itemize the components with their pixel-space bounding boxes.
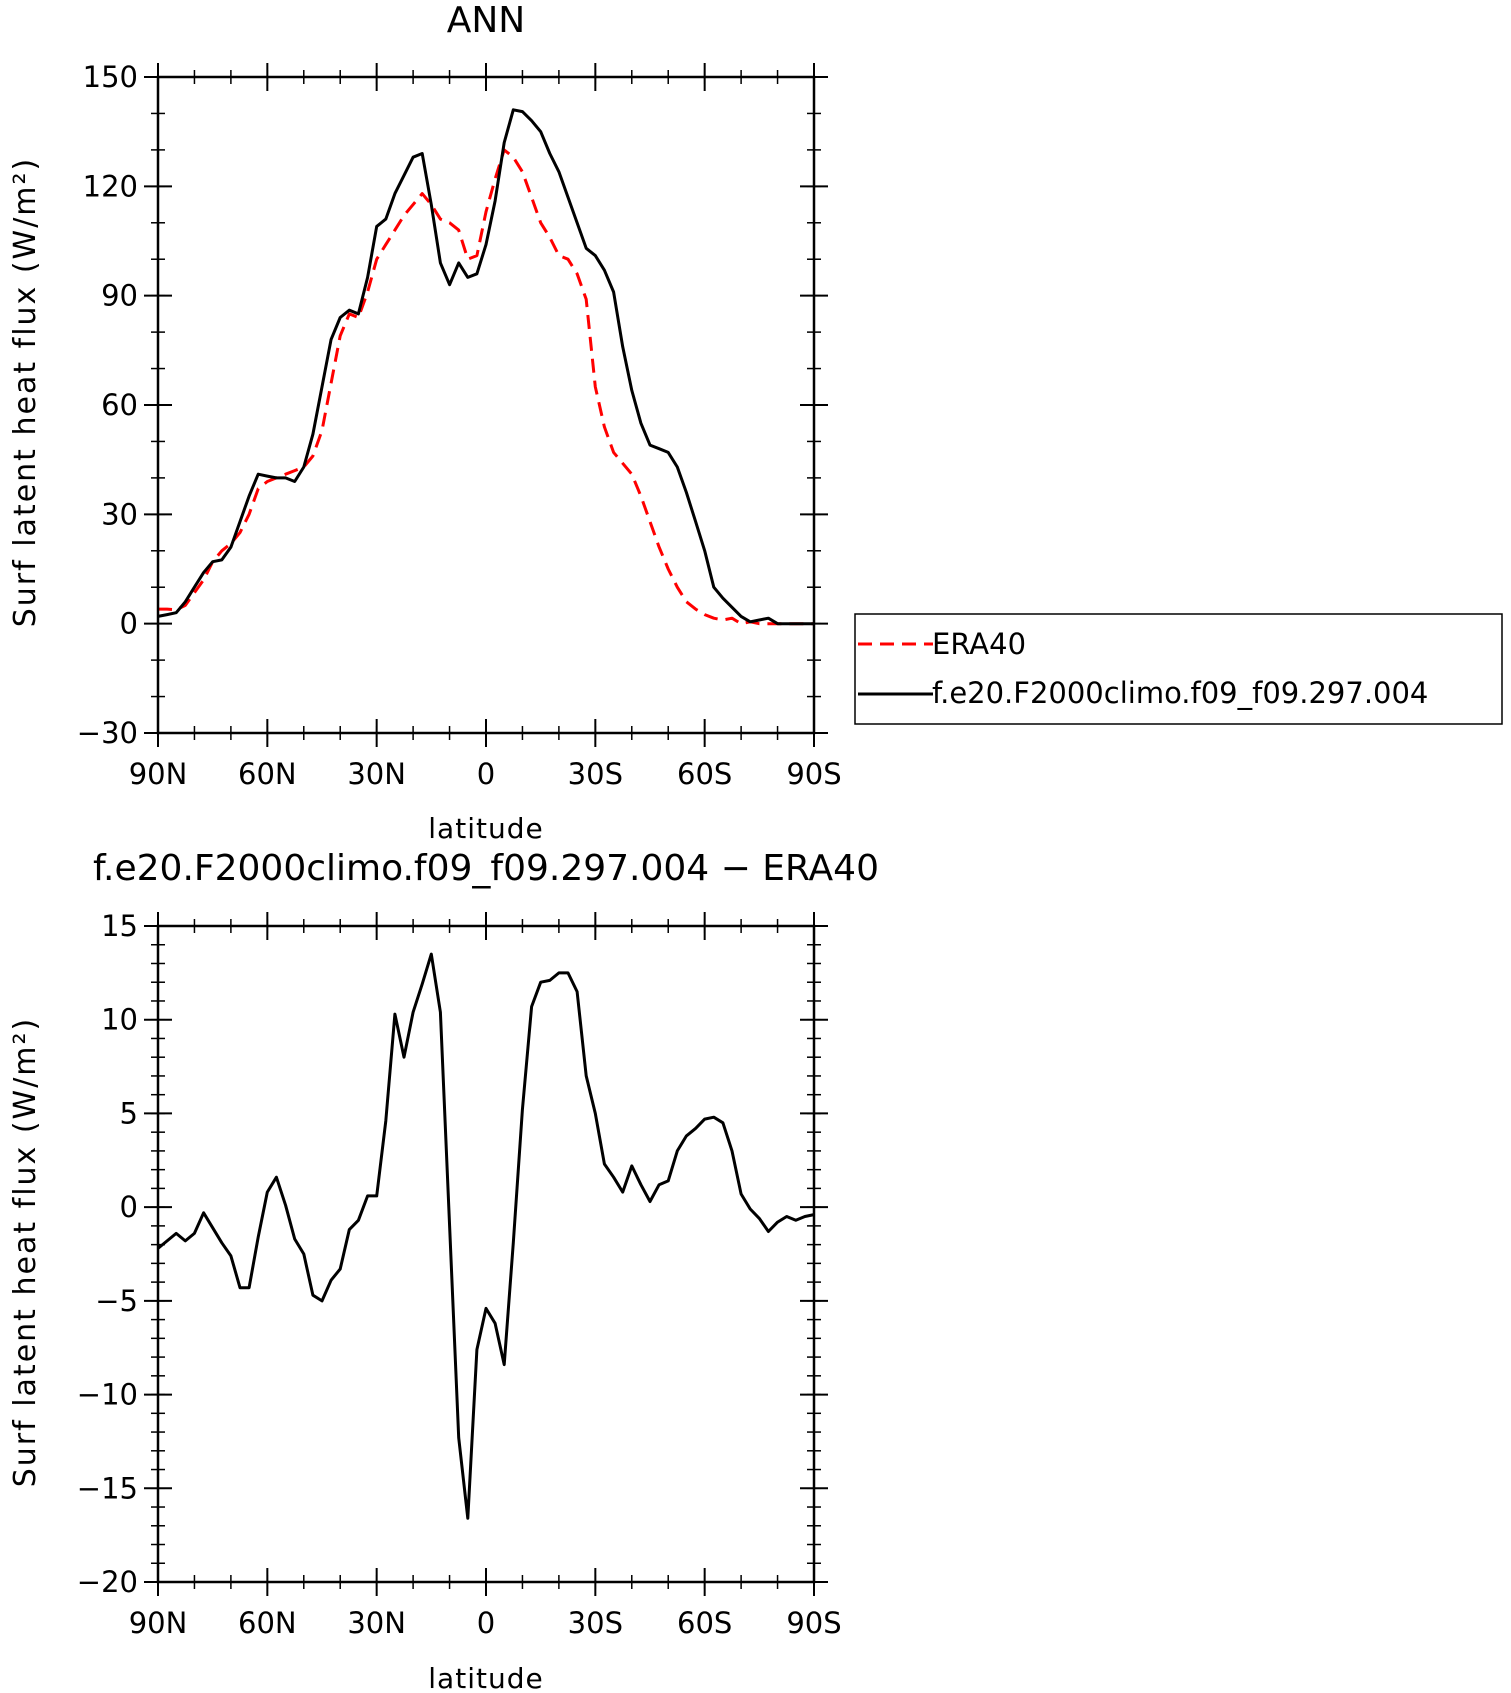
legend-label-era40: ERA40 bbox=[932, 627, 1026, 661]
bottom-x-tick-label: 30N bbox=[347, 1606, 406, 1640]
top-axis-ticks bbox=[144, 63, 828, 747]
top-chart-title: ANN bbox=[447, 0, 526, 41]
legend-label-model: f.e20.F2000climo.f09_f09.297.004 bbox=[932, 676, 1428, 710]
bottom-y-tick-label: 5 bbox=[120, 1096, 138, 1130]
top-x-tick-label: 30S bbox=[568, 757, 623, 791]
bottom-plot-frame bbox=[156, 924, 816, 1584]
top-plot-frame bbox=[156, 75, 816, 735]
top-y-tick-label: 60 bbox=[101, 388, 138, 422]
top-plot-lines bbox=[157, 108, 814, 626]
top-y-tick-label: 30 bbox=[101, 497, 138, 531]
top-x-axis-label: latitude bbox=[428, 812, 543, 845]
top-x-tick-label: 0 bbox=[477, 757, 495, 791]
bottom-x-tick-label: 60N bbox=[238, 1606, 297, 1640]
top-x-tick-label: 30N bbox=[347, 757, 406, 791]
legend-box bbox=[854, 613, 1503, 725]
bottom-y-tick-label: 0 bbox=[120, 1190, 138, 1224]
top-x-tick-labels: 90N 60N 30N 0 30S 60S 90S bbox=[129, 757, 842, 791]
bottom-y-tick-label: −5 bbox=[95, 1284, 138, 1318]
top-y-tick-label: 90 bbox=[101, 279, 138, 313]
bottom-y-tick-label: −15 bbox=[77, 1471, 138, 1505]
legend: ERA40 f.e20.F2000climo.f09_f09.297.004 bbox=[854, 613, 1503, 725]
top-y-tick-label: 0 bbox=[120, 607, 138, 641]
bottom-x-tick-label: 0 bbox=[477, 1606, 495, 1640]
bottom-x-tick-label: 30S bbox=[568, 1606, 623, 1640]
bottom-x-tick-labels: 90N 60N 30N 0 30S 60S 90S bbox=[129, 1606, 842, 1640]
bottom-y-tick-labels: −20 −15 −10 −5 0 5 10 15 bbox=[77, 909, 138, 1599]
top-x-tick-label: 90S bbox=[786, 757, 841, 791]
top-series-line-f-e20-f2000climo-f09-f09-297-004 bbox=[157, 108, 814, 626]
bottom-x-tick-label: 90S bbox=[786, 1606, 841, 1640]
bottom-plot-lines bbox=[157, 952, 815, 1520]
bottom-y-tick-label: 10 bbox=[101, 1003, 138, 1037]
top-panel: ANN Surf latent heat flux (W/m²) latitud… bbox=[8, 0, 842, 845]
bottom-y-axis-label: Surf latent heat flux (W/m²) bbox=[8, 1017, 43, 1488]
bottom-series-line-0 bbox=[157, 952, 815, 1520]
bottom-panel: f.e20.F2000climo.f09_f09.297.004 − ERA40… bbox=[8, 848, 879, 1693]
bottom-y-tick-label: 15 bbox=[101, 909, 138, 943]
bottom-x-tick-label: 90N bbox=[129, 1606, 188, 1640]
top-series-line-era40 bbox=[158, 148, 814, 626]
top-y-tick-labels: −30 0 30 60 90 120 150 bbox=[77, 60, 138, 750]
top-y-tick-label: −30 bbox=[77, 716, 138, 750]
top-x-tick-label: 60S bbox=[677, 757, 732, 791]
bottom-y-tick-label: −20 bbox=[77, 1565, 138, 1599]
bottom-x-axis-label: latitude bbox=[428, 1662, 543, 1693]
bottom-chart-title: f.e20.F2000climo.f09_f09.297.004 − ERA40 bbox=[93, 848, 879, 889]
bottom-axis-ticks bbox=[144, 912, 828, 1596]
top-y-axis-label: Surf latent heat flux (W/m²) bbox=[8, 157, 43, 628]
top-y-tick-label: 120 bbox=[83, 169, 138, 203]
top-x-tick-label: 90N bbox=[129, 757, 188, 791]
top-y-tick-label: 150 bbox=[83, 60, 138, 94]
top-x-tick-label: 60N bbox=[238, 757, 297, 791]
bottom-x-tick-label: 60S bbox=[677, 1606, 732, 1640]
bottom-y-tick-label: −10 bbox=[77, 1378, 138, 1412]
